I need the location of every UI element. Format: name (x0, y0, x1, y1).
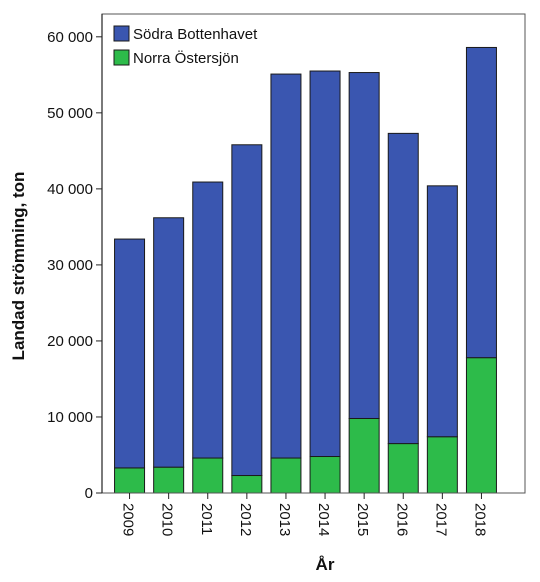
x-tick-label: 2014 (315, 503, 332, 536)
bar-2015-series-1 (348, 72, 380, 419)
bar-2016-series-0 (387, 443, 419, 494)
bar-2011-series-1 (192, 181, 224, 459)
x-tick-label: 2018 (471, 503, 488, 536)
legend-label: Södra Bottenhavet (133, 26, 258, 43)
y-tick-label: 50 000 (47, 105, 93, 122)
bar-2009-series-1 (114, 238, 146, 469)
legend-label: Norra Östersjön (133, 49, 239, 67)
bar-2017-series-1 (426, 185, 458, 438)
y-tick-label: 40 000 (47, 181, 93, 198)
y-tick-label: 10 000 (47, 409, 93, 426)
y-tick-label: 30 000 (47, 257, 93, 274)
x-tick-label: 2017 (432, 503, 449, 536)
bars-layer (114, 46, 497, 494)
y-tick-label: 0 (85, 485, 93, 502)
x-tick-label: 2012 (237, 503, 254, 536)
legend: Södra Bottenhavet Norra Östersjön (113, 25, 258, 67)
x-tick-label: 2016 (393, 503, 410, 536)
bar-2012-series-0 (231, 475, 263, 494)
bar-2014-series-1 (309, 70, 341, 458)
x-tick-label: 2015 (354, 503, 371, 536)
bar-2010-series-1 (153, 217, 185, 468)
bar-2009-series-0 (114, 467, 146, 494)
y-tick-label: 20 000 (47, 333, 93, 350)
bar-2013-series-0 (270, 457, 302, 494)
bar-2018-series-1 (465, 46, 497, 359)
bar-2014-series-0 (309, 456, 341, 494)
x-tick-label: 2010 (159, 503, 176, 536)
bar-2017-series-0 (426, 436, 458, 494)
bar-2018-series-0 (465, 357, 497, 494)
bar-2015-series-0 (348, 417, 380, 494)
legend-swatch (113, 25, 130, 42)
bar-2016-series-1 (387, 132, 419, 445)
x-tick-label: 2011 (198, 503, 215, 535)
bar-2011-series-0 (192, 457, 224, 494)
x-tick-label: 2009 (120, 503, 137, 536)
y-tick-label: 60 000 (47, 29, 93, 46)
x-tick-label: 2013 (276, 503, 293, 536)
y-axis-title: Landad strömming, ton (9, 172, 28, 361)
bar-2013-series-1 (270, 73, 302, 459)
axes-layer: 2009 2010 2011 2012 2013 2014 2015 2016 2017 2018… (47, 13, 526, 536)
bar-2010-series-0 (153, 466, 185, 494)
bar-2012-series-1 (231, 144, 263, 477)
legend-swatch (113, 49, 130, 66)
x-axis-title: År (316, 555, 335, 574)
